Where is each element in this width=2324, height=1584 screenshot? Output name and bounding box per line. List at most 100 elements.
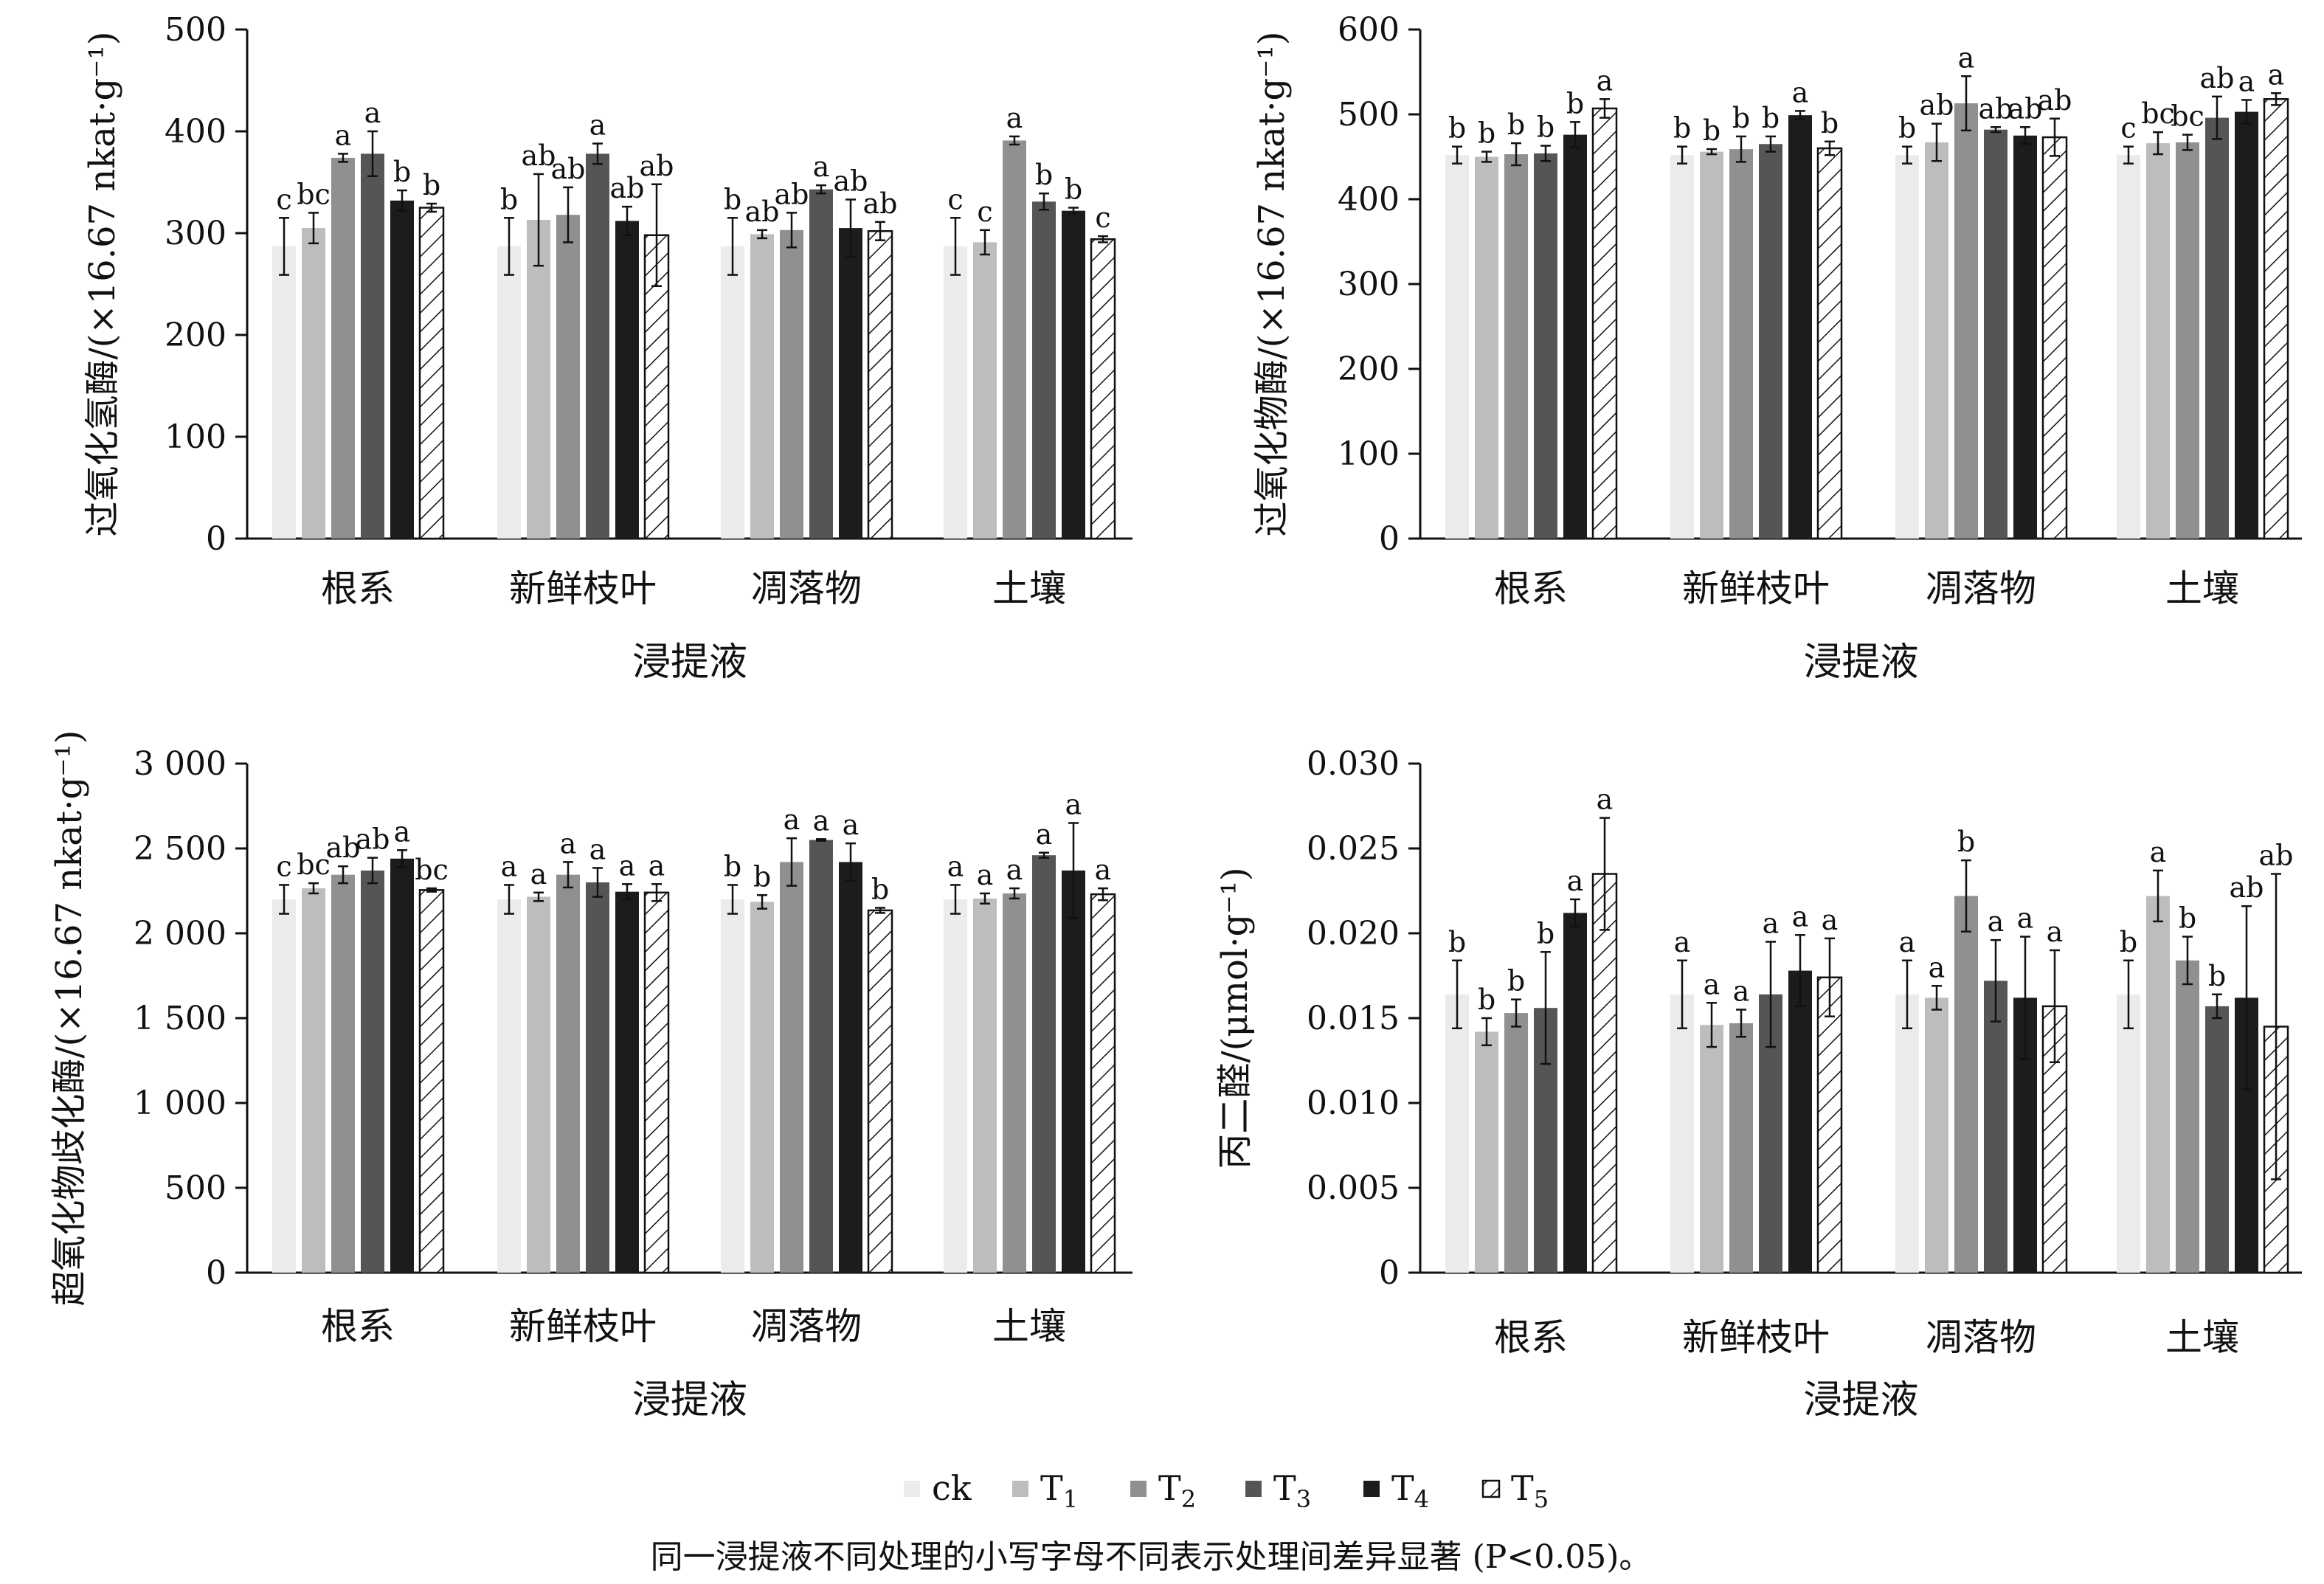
legend-item: T4 (1363, 1468, 1429, 1513)
bar (721, 899, 744, 1273)
significance-letter: a (977, 859, 994, 891)
bar (2013, 135, 2037, 539)
bar (586, 153, 609, 539)
bar (780, 862, 803, 1273)
significance-letter: ab (1920, 89, 1954, 122)
category-label: 土壤 (2165, 567, 2239, 610)
significance-letter: b (724, 850, 741, 882)
category-label: 凋落物 (1926, 567, 2036, 610)
category-label: 根系 (321, 1305, 395, 1348)
category-label: 新鲜枝叶 (509, 567, 657, 610)
legend-swatch (1245, 1481, 1262, 1497)
y-tick-label: 0 (1379, 520, 1400, 558)
legend-label: T2 (1158, 1468, 1196, 1513)
bar (361, 870, 384, 1273)
significance-letter: a (2150, 836, 2167, 868)
significance-letter: a (2047, 916, 2064, 948)
y-tick-label: 500 (165, 11, 226, 49)
significance-letter: a (1095, 854, 1112, 886)
significance-letter: a (947, 850, 964, 882)
significance-letter: ab (834, 165, 868, 197)
significance-letter: a (1704, 968, 1720, 1000)
bar (2117, 994, 2140, 1273)
significance-letter: a (1674, 926, 1691, 958)
category-label: 土壤 (992, 1305, 1066, 1348)
legend-subscript: 4 (1414, 1485, 1429, 1513)
bar (527, 896, 550, 1273)
significance-letter: c (2120, 112, 2136, 145)
category-label: 新鲜枝叶 (1682, 567, 1830, 610)
bar (497, 899, 521, 1273)
category-label: 新鲜枝叶 (1682, 1316, 1830, 1359)
chart-panel-1: 0 100 200 300 400 500 过氧化氢酶/(×16.67 nkat·g⁻¹) 根… (82, 11, 1132, 685)
significance-letter: ab (551, 153, 586, 185)
significance-letter: bc (2141, 97, 2175, 130)
bar (944, 899, 967, 1273)
significance-letter: ab (1979, 92, 2013, 125)
bar (1895, 155, 1919, 539)
significance-letter: a (2017, 902, 2034, 935)
significance-letter: b (1065, 173, 1082, 206)
category-label: 根系 (1494, 1316, 1568, 1359)
significance-letter: a (813, 151, 830, 183)
significance-letter: b (1566, 87, 1584, 120)
significance-letter: b (2208, 960, 2226, 992)
significance-letter: b (1478, 117, 1495, 150)
category-label: 凋落物 (751, 1305, 862, 1348)
y-tick-label: 0 (206, 520, 226, 558)
legend-item: T1 (1012, 1468, 1078, 1513)
bar (839, 228, 862, 539)
bar (1504, 154, 1528, 539)
significance-letter: b (1478, 983, 1495, 1016)
y-tick-label: 0.020 (1307, 915, 1400, 952)
significance-letter: c (1095, 201, 1110, 234)
bar (1003, 893, 1026, 1273)
bar (2263, 98, 2289, 540)
legend-subscript: 5 (1534, 1485, 1549, 1513)
significance-letter: b (1762, 102, 1780, 134)
legend-subscript: 3 (1296, 1485, 1311, 1513)
y-tick-label: 0 (206, 1254, 226, 1292)
y-tick-label: 2 500 (134, 830, 226, 868)
bar (2205, 1006, 2229, 1273)
bar (302, 888, 325, 1273)
x-axis-label: 浸提液 (632, 1378, 747, 1422)
legend-swatch (1130, 1481, 1147, 1497)
bar (272, 246, 296, 539)
bar (615, 221, 639, 539)
y-tick-label: 200 (165, 317, 226, 354)
bar (1670, 994, 1694, 1273)
bar (302, 228, 325, 539)
significance-letter: a (2238, 65, 2255, 97)
significance-letter: a (394, 815, 411, 848)
significance-letter: b (1821, 107, 1839, 139)
y-tick-label: 600 (1338, 11, 1400, 49)
significance-letter: b (423, 169, 440, 201)
legend-swatch (1481, 1479, 1501, 1498)
y-tick-label: 1 500 (134, 1000, 226, 1037)
category-label: 凋落物 (1926, 1316, 2036, 1359)
significance-letter: ab (640, 150, 674, 182)
significance-letter: a (1822, 904, 1839, 936)
bar (1003, 140, 1026, 539)
significance-letter: a (364, 97, 381, 129)
significance-letter: a (560, 827, 577, 860)
bar (2205, 117, 2229, 539)
significance-letter: ab (2230, 871, 2264, 904)
y-tick-label: 0.010 (1307, 1085, 1400, 1122)
bar (272, 899, 296, 1273)
bar (1925, 142, 1948, 539)
bar (973, 898, 997, 1273)
bar (867, 229, 893, 540)
bar (556, 874, 580, 1273)
significance-letter: a (1792, 900, 1809, 933)
bar (839, 862, 862, 1273)
y-tick-label: 0.005 (1307, 1169, 1400, 1207)
bar (2176, 142, 2199, 539)
significance-letter: a (530, 858, 547, 890)
bar (1729, 149, 1753, 539)
bar (390, 200, 414, 539)
bar (1445, 155, 1469, 539)
chart-panel-4: 0 0.005 0.010 0.015 0.020 0.025 0.030 丙二醛/(μmol… (1214, 745, 2302, 1422)
legend-label: T4 (1391, 1468, 1429, 1513)
